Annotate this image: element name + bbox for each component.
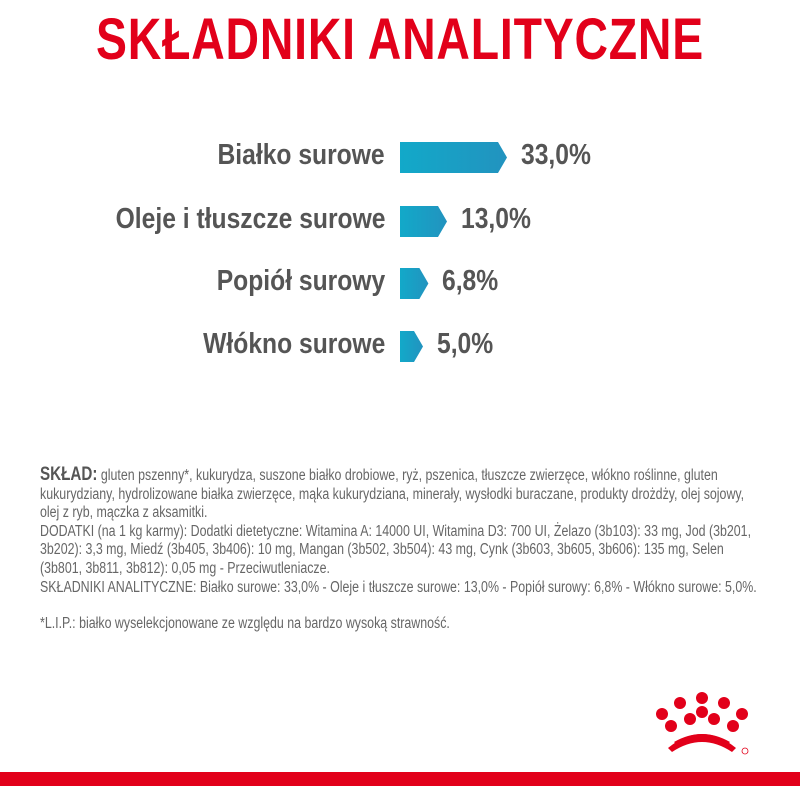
brand-bar [0,772,800,786]
bar-0 [400,142,507,173]
page-title: SKŁADNIKI ANALITYCZNE [96,7,704,72]
category-label: Popiół surowy [216,265,385,297]
value-label: 5,0% [437,328,494,360]
bar-1 [400,206,447,237]
bar-2 [400,268,429,299]
sklad-text: gluten pszenny*, kukurydza, suszone biał… [40,467,745,522]
sklad-paragraph: SKŁAD: gluten pszenny*, kukurydza, suszo… [40,464,760,523]
category-label: Białko surowe [217,139,385,171]
value-label: 13,0% [461,203,531,235]
dodatki-paragraph: DODATKI (na 1 kg karmy): Dodatki dietety… [40,522,752,577]
royal-canin-crown-icon [656,692,749,755]
category-label: Włókno surowe [202,328,385,360]
nutrient-chart [400,142,507,362]
footnote: *L.I.P.: białko wyselekcjonowane ze wzgl… [40,615,450,633]
analytical-paragraph: SKŁADNIKI ANALITYCZNE: Białko surowe: 33… [40,578,757,596]
category-label: Oleje i tłuszcze surowe [115,203,385,235]
value-label: 33,0% [521,139,591,171]
value-label: 6,8% [442,265,499,297]
composition-text: SKŁAD: gluten pszenny*, kukurydza, suszo… [40,464,760,634]
bar-3 [400,331,423,362]
sklad-label: SKŁAD: [40,464,98,485]
